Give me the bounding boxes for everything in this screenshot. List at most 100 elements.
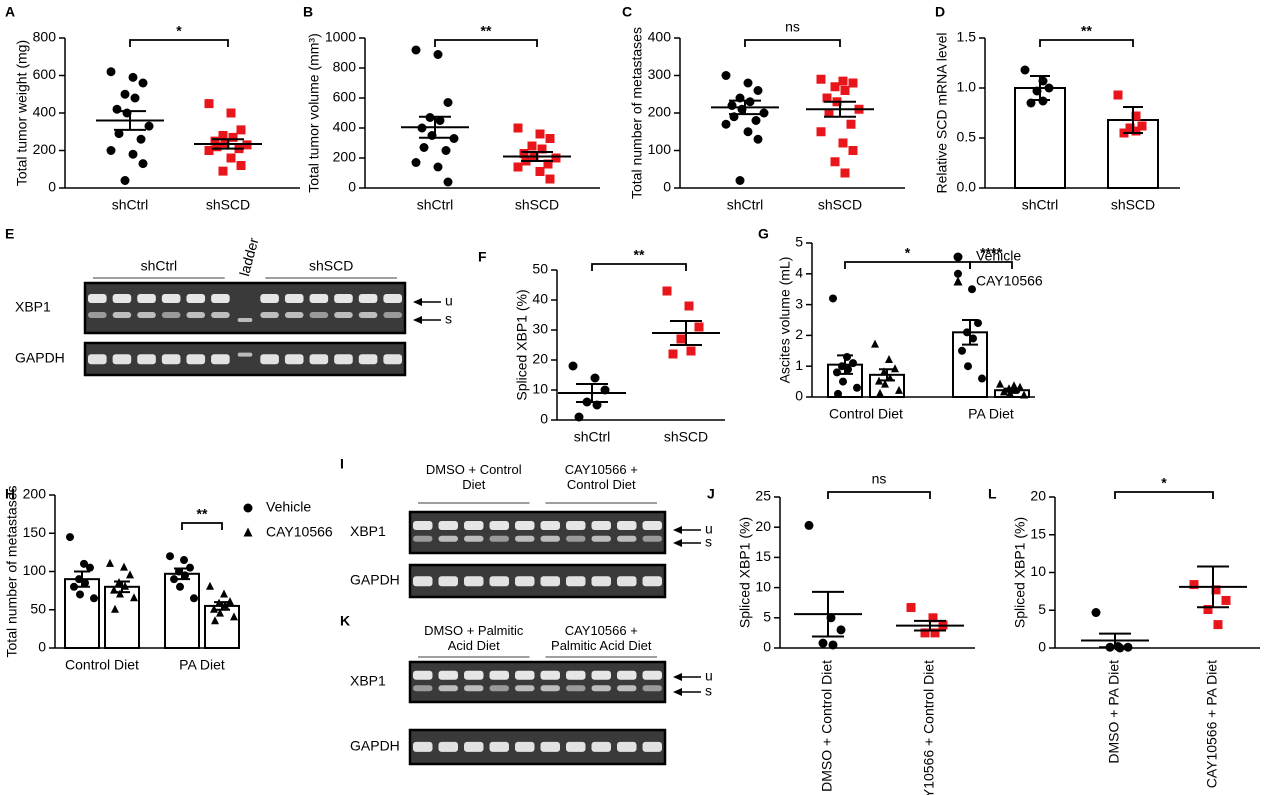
x-tick-label: shSCD — [515, 197, 559, 213]
y-tick-label: 800 — [333, 59, 357, 75]
data-point — [1125, 123, 1135, 133]
band — [591, 535, 611, 542]
y-tick-label: 5 — [763, 609, 771, 625]
bar — [204, 604, 240, 649]
data-point — [759, 108, 769, 118]
y-tick-label: 0 — [663, 179, 671, 195]
band — [591, 670, 611, 680]
band — [540, 521, 560, 531]
y-tick-label: 2 — [795, 326, 803, 342]
y-tick-label: 4 — [795, 265, 803, 281]
band — [515, 670, 535, 680]
y-tick-label: 0 — [1038, 639, 1046, 655]
y-tick-label: 40 — [532, 291, 548, 307]
y-tick-label: 150 — [23, 524, 47, 540]
arrow-head — [673, 688, 682, 696]
significance-label: ** — [1081, 23, 1092, 39]
legend-label: CAY10566 — [266, 524, 333, 540]
lane-label: shCtrl — [141, 258, 178, 274]
y-tick-label: 1.5 — [957, 29, 977, 45]
error-bar — [962, 319, 978, 346]
data-point — [226, 153, 236, 163]
y-tick-label: 100 — [23, 562, 47, 578]
data-point — [545, 134, 555, 143]
band — [309, 294, 329, 303]
data-point — [721, 119, 731, 129]
significance-bracket — [827, 491, 931, 499]
data-point — [411, 158, 421, 167]
data-point — [727, 101, 737, 110]
band — [88, 354, 107, 365]
band — [489, 741, 509, 752]
band — [642, 685, 662, 692]
band — [284, 312, 304, 318]
band — [161, 294, 181, 303]
data-point — [228, 132, 238, 142]
data-point — [824, 108, 834, 118]
panel-label: K — [340, 613, 350, 629]
band — [383, 312, 402, 318]
band — [540, 670, 560, 680]
lane-label: DMSO + Palmitic Acid Diet — [424, 623, 524, 653]
arrow-head — [673, 539, 682, 547]
data-point — [833, 368, 841, 377]
band — [237, 352, 253, 357]
data-point — [1213, 620, 1223, 630]
data-point — [743, 78, 753, 88]
y-tick-label: 200 — [648, 104, 672, 120]
band — [161, 354, 181, 365]
panel-label: E — [5, 226, 14, 242]
error-bar — [1099, 632, 1131, 649]
band — [112, 312, 132, 318]
data-point — [212, 142, 222, 152]
data-point — [846, 119, 856, 129]
panel-label: G — [758, 226, 769, 242]
band — [566, 576, 586, 587]
band — [464, 535, 484, 542]
data-point — [885, 355, 893, 364]
data-point — [830, 157, 840, 167]
y-tick-label: 50 — [30, 600, 46, 616]
data-point — [930, 628, 940, 638]
x-tick-label: PA Diet — [179, 657, 225, 673]
x-tick-label: shCtrl — [417, 197, 454, 213]
band — [112, 294, 132, 303]
significance-bracket — [129, 39, 229, 47]
band — [413, 535, 433, 542]
x-tick-label: shCtrl — [574, 429, 611, 445]
y-axis-title: Total tumor weight (mg) — [14, 40, 30, 186]
error-bar — [576, 383, 608, 403]
data-point — [551, 153, 561, 163]
arrow-head — [673, 673, 682, 681]
error-bar — [812, 590, 844, 638]
data-point — [66, 533, 74, 542]
band — [489, 535, 509, 542]
data-point — [1131, 111, 1141, 121]
band — [211, 312, 230, 318]
data-point — [1020, 390, 1028, 399]
data-point — [829, 294, 837, 303]
data-point — [166, 552, 174, 561]
band — [617, 535, 637, 542]
x-tick-label: PA Diet — [968, 406, 1014, 422]
data-point — [668, 349, 678, 359]
data-point — [958, 346, 966, 355]
arrow-label: u — [705, 668, 713, 684]
data-point — [1211, 585, 1221, 595]
bar — [1014, 87, 1066, 189]
data-point — [535, 129, 545, 139]
band — [438, 685, 458, 692]
row-label: XBP1 — [350, 673, 386, 689]
data-point — [676, 334, 686, 344]
row-label: XBP1 — [350, 523, 386, 539]
data-point — [130, 593, 138, 602]
row-label: GAPDH — [350, 572, 400, 588]
y-tick-label: 0 — [348, 179, 356, 195]
band — [566, 685, 586, 692]
data-point — [686, 346, 696, 356]
y-tick-label: 25 — [755, 488, 771, 504]
band — [383, 294, 402, 303]
significance-bracket — [591, 263, 687, 271]
data-point — [211, 616, 219, 625]
y-tick-label: 0.5 — [957, 129, 977, 145]
